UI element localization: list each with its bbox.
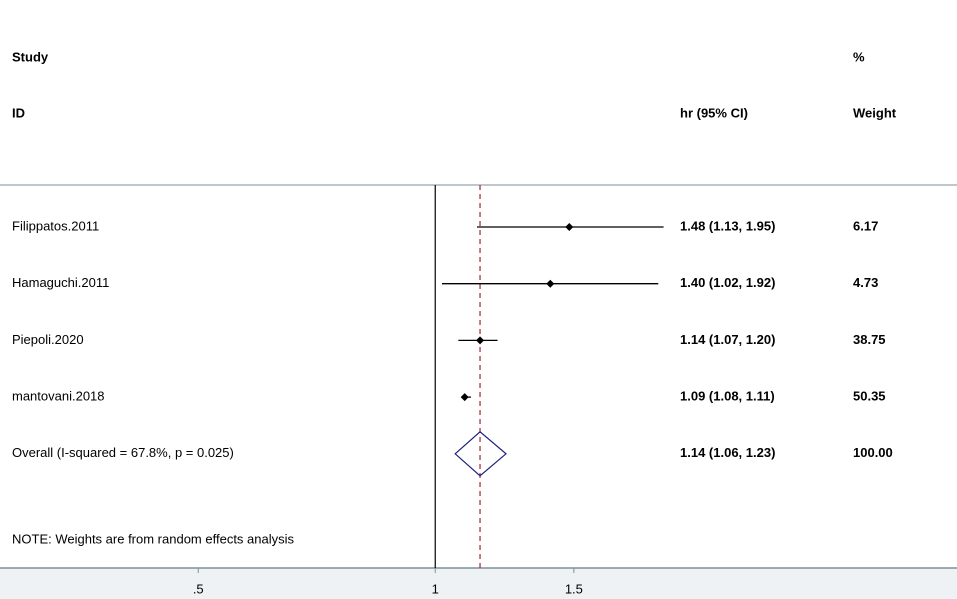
header-id: ID (12, 105, 25, 120)
point-estimate (460, 393, 469, 402)
x-tick-label: .5 (193, 581, 204, 596)
effect-label: 1.48 (1.13, 1.95) (680, 218, 775, 233)
study-label: Piepoli.2020 (12, 332, 84, 347)
point-estimate (546, 279, 555, 288)
study-label: mantovani.2018 (12, 389, 105, 404)
header-effect: hr (95% CI) (680, 105, 748, 120)
point-estimate (476, 336, 485, 345)
x-tick-label: 1.5 (565, 581, 583, 596)
weight-label: 6.17 (853, 218, 878, 233)
point-estimate (565, 223, 574, 231)
weight-label: 4.73 (853, 275, 878, 290)
axis-band (0, 568, 957, 599)
effect-label: 1.14 (1.07, 1.20) (680, 332, 775, 347)
study-label: Hamaguchi.2011 (12, 275, 109, 290)
effect-label: 1.09 (1.08, 1.11) (680, 389, 775, 404)
overall-diamond (454, 431, 507, 477)
overall-weight-label: 100.00 (853, 445, 893, 460)
weight-label: 50.35 (853, 389, 886, 404)
weight-label: 38.75 (853, 332, 886, 347)
header-study: Study (12, 49, 49, 64)
effect-label: 1.40 (1.02, 1.92) (680, 275, 775, 290)
header-percent: % (853, 49, 865, 64)
overall-effect-label: 1.14 (1.06, 1.23) (680, 445, 775, 460)
overall-label: Overall (I-squared = 67.8%, p = 0.025) (12, 445, 234, 460)
note: NOTE: Weights are from random effects an… (12, 531, 295, 546)
header-weight: Weight (853, 105, 897, 120)
study-label: Filippatos.2011 (12, 218, 99, 233)
x-tick-label: 1 (432, 581, 439, 596)
